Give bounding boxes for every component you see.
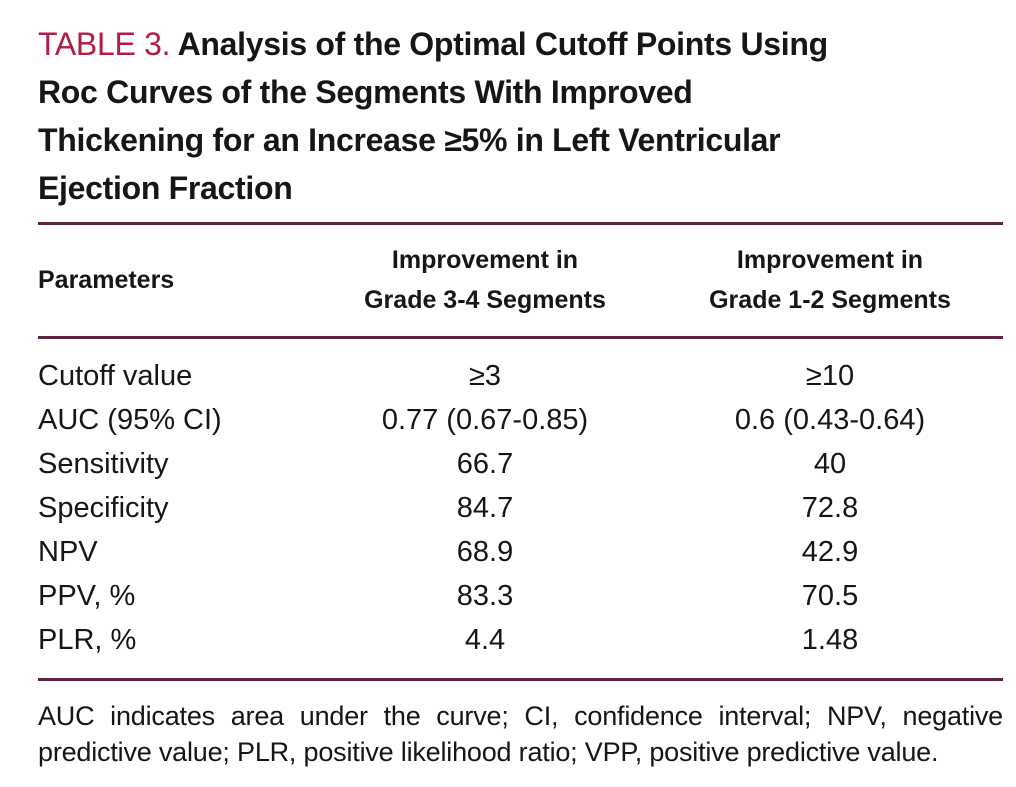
- grade34-value-cell: 68.9: [456, 536, 514, 568]
- param-cell: AUC (95% CI): [38, 404, 222, 436]
- grade34-value-cell: 83.3: [456, 580, 514, 612]
- param-cell: Cutoff value: [38, 360, 193, 392]
- grade12-value-cell: 40: [813, 448, 847, 480]
- table-row-ppv: PPV, % 83.3 70.5: [38, 574, 1003, 618]
- grade12-value-cell: 42.9: [801, 536, 859, 568]
- grade12-value-cell: ≥10: [805, 360, 855, 392]
- table-row-auc: AUC (95% CI) 0.77 (0.67-0.85) 0.6 (0.43-…: [38, 398, 1003, 442]
- table-title-line-2: Roc Curves of the Segments With Improved: [38, 74, 693, 110]
- column-header-parameters: Parameters: [38, 223, 313, 339]
- grade12-value-cell: 1.48: [801, 624, 859, 656]
- table-body: Cutoff value ≥3 ≥10 AUC (95% CI) 0.77 (0…: [38, 338, 1003, 680]
- table-title-line-1: Analysis of the Optimal Cutoff Points Us…: [177, 26, 829, 62]
- column-header-grade12: Improvement in Grade 1-2 Segments: [657, 223, 1003, 339]
- table-row-specificity: Specificity 84.7 72.8: [38, 486, 1003, 530]
- column-header-grade12-line2: Grade 1-2 Segments: [709, 286, 951, 314]
- grade34-value-cell: 84.7: [456, 492, 514, 524]
- column-header-grade12-line1: Improvement in: [736, 246, 924, 274]
- table-row-plr: PLR, % 4.4 1.48: [38, 618, 1003, 680]
- table-row-cutoff-value: Cutoff value ≥3 ≥10: [38, 338, 1003, 399]
- grade12-value-cell: 0.6 (0.43-0.64): [734, 404, 926, 436]
- grade34-value-cell: 4.4: [464, 624, 506, 656]
- table-footnote: AUC indicates area under the curve; CI, …: [38, 701, 1003, 767]
- grade34-value-cell: 66.7: [456, 448, 514, 480]
- table-header: Parameters Improvement in Grade 3-4 Segm…: [38, 223, 1003, 339]
- table-row-sensitivity: Sensitivity 66.7 40: [38, 442, 1003, 486]
- grade34-value-cell: ≥3: [468, 360, 502, 392]
- param-cell: Sensitivity: [38, 448, 169, 480]
- param-cell: NPV: [38, 536, 98, 568]
- table-title-line-3: Thickening for an Increase ≥5% in Left V…: [38, 122, 781, 158]
- table-label: TABLE 3.: [38, 26, 171, 62]
- grade12-value-cell: 70.5: [801, 580, 859, 612]
- param-cell: PLR, %: [38, 624, 137, 656]
- table-row-npv: NPV 68.9 42.9: [38, 530, 1003, 574]
- column-header-grade34-line2: Grade 3-4 Segments: [364, 286, 606, 314]
- grade12-value-cell: 72.8: [801, 492, 859, 524]
- grade34-value-cell: 0.77 (0.67-0.85): [381, 404, 589, 436]
- table-caption-line: TABLE 3. Analysis of the Optimal Cutoff …: [38, 26, 828, 62]
- column-header-grade34: Improvement in Grade 3-4 Segments: [313, 223, 657, 339]
- table-title-line-4: Ejection Fraction: [38, 170, 293, 206]
- param-cell: Specificity: [38, 492, 169, 524]
- table-caption: TABLE 3. Analysis of the Optimal Cutoff …: [38, 20, 1003, 212]
- cutoff-analysis-table: Parameters Improvement in Grade 3-4 Segm…: [38, 222, 1003, 681]
- header-row: Parameters Improvement in Grade 3-4 Segm…: [38, 223, 1003, 339]
- column-header-grade34-line1: Improvement in: [391, 246, 579, 274]
- param-cell: PPV, %: [38, 580, 136, 612]
